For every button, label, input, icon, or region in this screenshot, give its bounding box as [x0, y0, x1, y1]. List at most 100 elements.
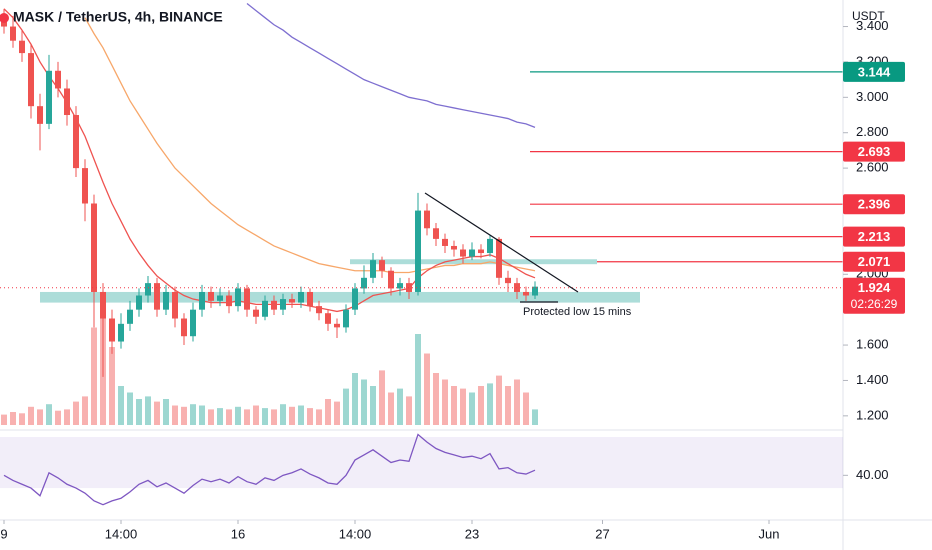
candle-body: [235, 288, 241, 307]
y-tick-label: 2.600: [856, 160, 889, 175]
candle-body: [136, 295, 142, 310]
candle-body: [469, 249, 475, 257]
candle-body: [109, 318, 115, 342]
candle-body: [532, 286, 538, 296]
volume-bar: [370, 386, 376, 425]
volume-bar: [271, 409, 277, 425]
zone: [40, 291, 640, 303]
candle-body: [325, 313, 331, 324]
candle-body: [460, 249, 466, 257]
candle-body: [28, 53, 34, 107]
candle-body: [46, 70, 52, 124]
volume-bar: [352, 373, 358, 425]
rsi-band: [0, 437, 843, 489]
candle-body: [442, 238, 448, 246]
volume-bar: [163, 399, 169, 425]
price-level-label: 3.144: [858, 64, 891, 79]
candle-body: [64, 88, 70, 116]
price-level-badge: [843, 251, 905, 272]
volume-bar: [1, 414, 7, 425]
candle-body: [307, 291, 313, 307]
candle-body: [19, 40, 25, 54]
candle-body: [118, 323, 124, 342]
volume-bar: [361, 379, 367, 425]
volume-bar: [127, 392, 133, 425]
volume-bar: [514, 379, 520, 425]
symbol-icon: [0, 13, 9, 23]
candle-body: [379, 260, 385, 271]
price-level-label: 2.396: [858, 197, 891, 212]
volume-bar: [289, 406, 295, 425]
candle-body: [334, 323, 340, 328]
candle-body: [433, 228, 439, 239]
volume-bar: [19, 413, 25, 425]
candle-body: [397, 283, 403, 289]
candle-body: [172, 291, 178, 319]
candle-body: [127, 309, 133, 324]
candle-body: [343, 309, 349, 328]
volume-bar: [28, 406, 34, 425]
candle-body: [289, 299, 295, 303]
candle-body: [388, 270, 394, 289]
volume-bar: [307, 408, 313, 425]
volume-bar: [208, 409, 214, 425]
volume-bar: [253, 405, 259, 425]
volume-bar: [73, 401, 79, 425]
volume-bar: [55, 410, 61, 425]
volume-bar: [262, 408, 268, 425]
volume-bar: [118, 386, 124, 425]
volume-bar: [316, 409, 322, 425]
price-level-badge: [843, 194, 905, 215]
x-tick-label: 14:00: [339, 526, 372, 541]
volume-bar: [442, 379, 448, 425]
x-tick-label: Jun: [759, 526, 780, 541]
candle-body: [145, 283, 151, 296]
volume-bar: [37, 409, 43, 425]
candle-body: [262, 300, 268, 317]
current-price-badge: [843, 277, 905, 314]
y-tick-label: 1.600: [856, 336, 889, 351]
current-price-label: 1.924: [858, 280, 891, 295]
candle-body: [55, 70, 61, 89]
moving-average: [246, 3, 536, 129]
candle-body: [73, 115, 79, 169]
volume-bar: [469, 392, 475, 425]
y-tick-label: 2.800: [856, 124, 889, 139]
volume-bar: [244, 409, 250, 425]
price-level-label: 2.213: [858, 229, 891, 244]
volume-bar: [451, 386, 457, 425]
volume-bar: [325, 399, 331, 425]
price-pane: Protected low 15 mins: [0, 3, 843, 425]
candle-body: [271, 300, 277, 310]
candle-body: [100, 291, 106, 319]
candle-body: [352, 288, 358, 310]
candle-body: [82, 168, 88, 204]
candle-body: [163, 291, 169, 310]
x-tick-label: 16: [231, 526, 245, 541]
volume-bar: [523, 392, 529, 425]
volume-bar: [334, 401, 340, 425]
candle-body: [424, 210, 430, 229]
y-tick-label: 3.000: [856, 89, 889, 104]
candle-body: [316, 306, 322, 314]
volume-bar: [298, 405, 304, 425]
volume-bar: [496, 375, 502, 425]
volume-bar: [109, 347, 115, 425]
rsi-line: [3, 433, 536, 506]
x-tick-label: 27: [595, 526, 609, 541]
currency-label: USDT: [852, 9, 885, 23]
volume-bar: [172, 405, 178, 425]
candle-body: [415, 210, 421, 292]
volume-bar: [424, 353, 430, 425]
volume-bar: [91, 327, 97, 425]
countdown: 02:26:29: [851, 297, 898, 311]
candle-body: [244, 288, 250, 310]
y-tick-label: 1.200: [856, 407, 889, 422]
volume-bar: [199, 405, 205, 425]
volume-bar: [145, 396, 151, 425]
price-level-badge: [843, 141, 905, 162]
volume-bar: [478, 386, 484, 425]
volume-bar: [226, 409, 232, 425]
candle-body: [451, 245, 457, 250]
